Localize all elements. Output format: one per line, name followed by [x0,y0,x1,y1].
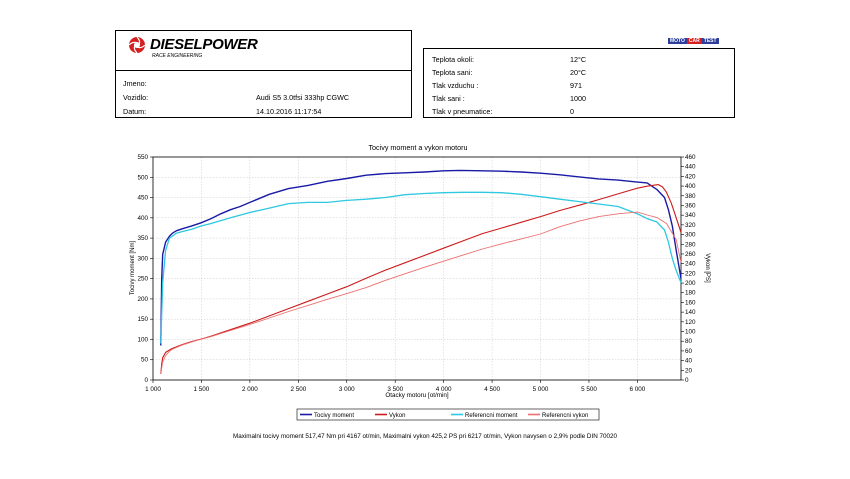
logo-subtitle: RACE ENGINEERING [152,53,203,59]
y-right-tick-label: 320 [685,222,696,229]
badge-test: TEST [701,38,719,44]
y-right-tick-label: 280 [685,241,696,248]
y-right-tick-label: 420 [685,173,696,180]
y-right-tick-label: 460 [685,154,696,161]
x-tick-label: 4 000 [436,386,452,393]
summary-text: Maximalni tocivy moment 517,47 Nm pri 41… [232,433,618,440]
series-power-line [160,184,682,374]
series-ref-torque-line [160,191,682,344]
y-right-tick-label: 140 [685,309,696,316]
y-right-tick-label: 400 [685,183,696,190]
cond-label: Tlak vzduchu : [432,81,479,90]
cond-label: Tlak sani : [432,94,465,103]
legend-label: Vykon [389,413,405,419]
cond-label: Teplota okoli: [432,55,474,64]
badge-moto: MOTO [668,38,687,44]
x-tick-label: 5 000 [533,386,549,393]
y-right-tick-label: 20 [685,367,693,374]
y-left-label: Tocivy moment [Nm] [130,240,136,295]
legend-label: Referencni vykon [542,413,588,419]
cond-value: 1000 [570,94,586,103]
y-right-label: Vykon [PS] [704,253,710,283]
cond-value: 12°C [570,55,587,64]
y-left-tick-label: 200 [137,296,148,303]
y-left-tick-label: 50 [141,357,149,364]
y-right-tick-label: 260 [685,251,696,258]
y-left-tick-label: 0 [144,377,148,384]
vehicle-panel: Jmeno: Vozidlo: Audi S5 3.0tfsi 333hp CG… [115,70,412,118]
x-tick-label: 2 000 [242,386,258,393]
y-left-tick-label: 400 [137,215,148,222]
cond-value: 971 [570,81,582,90]
datum-value: 14.10.2016 11:17:54 [256,107,322,116]
y-right-tick-label: 60 [685,348,693,355]
x-tick-label: 3 500 [387,386,403,393]
y-right-tick-label: 300 [685,232,696,239]
cond-value: 0 [570,107,574,116]
y-right-tick-label: 120 [685,319,696,326]
x-tick-label: 1 000 [145,386,161,393]
y-right-tick-label: 240 [685,261,696,268]
y-left-tick-label: 300 [137,255,148,262]
y-right-tick-label: 180 [685,290,696,297]
jmeno-label: Jmeno: [123,79,147,88]
y-right-tick-label: 220 [685,270,696,277]
y-right-tick-label: 40 [685,358,693,365]
y-left-tick-label: 250 [137,276,148,283]
y-right-tick-label: 200 [685,280,696,287]
logo-text: DIESELPOWER [150,36,258,53]
legend-label: Referencni moment [465,413,518,419]
y-right-tick-label: 0 [685,377,689,384]
series-ref-power-line [160,211,682,374]
x-tick-label: 6 000 [630,386,646,393]
y-left-tick-label: 500 [137,174,148,181]
cond-label: Teplota sani: [432,68,473,77]
x-tick-label: 1 500 [194,386,210,393]
y-right-tick-label: 440 [685,164,696,171]
y-left-tick-label: 550 [137,154,148,161]
datum-label: Datum: [123,107,147,116]
cond-label: Tlak v pneumatice: [432,107,493,116]
logo-panel: DIESELPOWER RACE ENGINEERING [115,30,412,72]
turbo-icon [128,36,146,54]
y-right-tick-label: 340 [685,212,696,219]
conditions-panel: Teplota okoli: 12°C Teplota sani: 20°C T… [423,48,735,118]
legend-box [296,408,600,421]
y-left-tick-label: 450 [137,195,148,202]
y-left-tick-label: 350 [137,235,148,242]
x-tick-label: 4 500 [484,386,500,393]
x-tick-label: 3 000 [339,386,355,393]
vozidlo-value: Audi S5 3.0tfsi 333hp CGWC [256,93,350,102]
series-torque-line [160,169,682,346]
cond-value: 20°C [570,68,587,77]
y-right-tick-label: 100 [685,329,696,336]
legend-label: Tocivy moment [314,413,354,419]
y-right-tick-label: 80 [685,338,693,345]
badge-car: CAR [686,38,702,44]
y-right-tick-label: 160 [685,299,696,306]
x-tick-label: 5 500 [581,386,597,393]
y-right-tick-label: 380 [685,193,696,200]
x-label: Otacky motoru [ot/min] [385,392,449,399]
plot-area [152,156,682,381]
y-left-tick-label: 100 [137,336,148,343]
vozidlo-label: Vozidlo: [123,93,149,102]
x-tick-label: 2 500 [290,386,306,393]
y-left-tick-label: 150 [137,316,148,323]
motocartest-badge: MOTO CAR TEST [668,38,719,44]
y-right-tick-label: 360 [685,202,696,209]
chart-title: Tocivy moment a vykon motoru [368,143,467,152]
